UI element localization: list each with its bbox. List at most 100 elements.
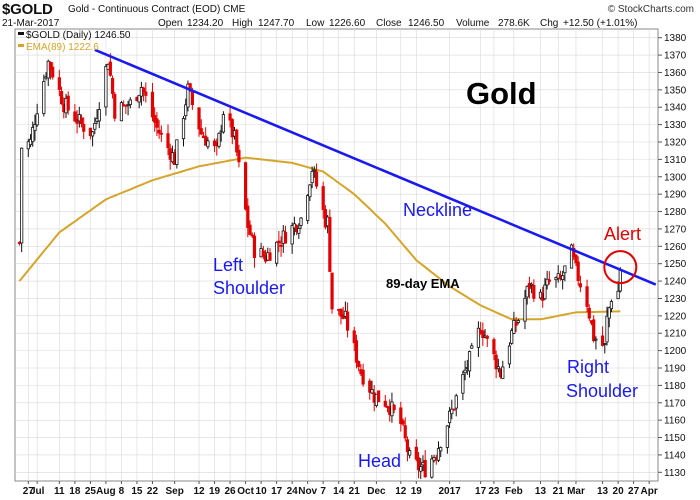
y-tick-label: 1140 [664,450,686,461]
candle-body [392,404,396,411]
candle-body [73,111,77,122]
candle-body [403,425,407,439]
legend-price-swatch [18,32,24,35]
candle-body [248,224,252,235]
candle-body [405,439,410,453]
candle-body [618,269,622,292]
candle-body [572,247,576,258]
legend-price: $GOLD (Daily) 1246.50 [26,30,131,41]
candle-body [159,132,163,135]
candle-body [436,448,441,461]
y-tick-label: 1280 [664,207,687,218]
header-row-1: $GOLD Gold - Continuous Contract (EOD) C… [0,1,700,18]
y-tick-label: 1160 [664,416,686,427]
candle-body [113,94,117,119]
x-tick-label: Aug [96,486,115,497]
candle-body [261,250,265,257]
close-value: 1246.50 [408,18,445,29]
x-tick-label: 12 [395,486,407,497]
candle-body [228,113,232,121]
candle-body [454,395,458,409]
candle-body [594,338,598,341]
candle-body [616,290,620,300]
candle-body [126,104,130,106]
candle-body [155,118,159,128]
y-tick-label: 1360 [664,68,687,79]
low-label: Low [306,18,325,29]
candle-body [283,231,288,244]
candle-body [306,195,310,221]
candle-body [230,119,234,138]
plot-area [14,28,659,482]
candle-body [328,217,332,272]
candle-body [408,450,412,456]
candle-body [299,217,303,226]
candle-body [206,140,210,148]
candle-body [439,447,443,452]
candle-body [82,124,86,132]
y-tick-label: 1200 [664,346,687,357]
candle-body [516,320,520,323]
candle-body [186,83,190,108]
x-tick-label: Nov [298,486,317,497]
candle-body [545,278,549,286]
candle-body [199,128,203,135]
volume-label: Volume [456,18,490,29]
candle-body [603,343,607,345]
right-shoulder-label-2: Shoulder [566,381,638,401]
candle-body [33,124,37,131]
candle-body [157,129,161,134]
candle-body [308,184,312,198]
x-tick-label: Feb [505,486,523,497]
y-tick-label: 1310 [664,155,687,166]
y-tick-label: 1250 [664,259,687,270]
y-tick-label: 1350 [664,85,687,96]
candle-body [243,162,248,210]
candle-body [150,91,155,118]
candle-body [507,345,512,365]
candle-body [423,460,427,478]
candle-body [290,225,294,245]
change-label: Chg [540,18,559,29]
x-tick-label: 13 [535,486,547,497]
candle-body [314,171,319,187]
candle-body [35,113,39,126]
candle-body [128,99,132,106]
candle-body [605,315,609,343]
candle-body [277,240,281,244]
exchange-label: CME [223,4,246,15]
high-value: 1247.70 [258,18,295,29]
y-tick-label: 1180 [664,381,686,392]
candle-body [496,366,500,370]
head-label: Head [358,451,401,471]
low-value: 1226.60 [329,18,366,29]
candle-body [339,308,343,317]
candle-body [26,141,30,150]
change-value: +12.50 (+1.01%) [563,18,638,29]
x-tick-label: 12 [193,486,205,497]
x-tick-label: 18 [69,486,81,497]
candle-body [246,205,250,228]
candle-body [181,118,186,140]
candle-body [137,94,141,103]
candle-body [527,282,532,289]
candle-body [452,408,456,411]
candle-body [485,335,489,339]
x-tick-label: 15 [131,486,143,497]
candle-body [197,107,201,130]
candle-body [357,361,361,368]
volume-value: 278.6K [498,18,530,29]
candle-body [547,279,551,282]
candle-body [237,149,241,163]
x-tick-label: Sep [165,486,183,497]
candle-body [361,369,365,385]
candle-body [184,104,188,117]
x-tick-label: 11 [54,486,65,497]
x-tick-label: 19 [411,486,423,497]
x-tick-label: 10 [256,486,268,497]
candle-body [512,319,516,334]
x-tick-label: Mar [567,486,585,497]
candle-body [467,351,472,372]
x-tick-label: 24 [287,486,299,497]
candle-body [461,374,465,394]
